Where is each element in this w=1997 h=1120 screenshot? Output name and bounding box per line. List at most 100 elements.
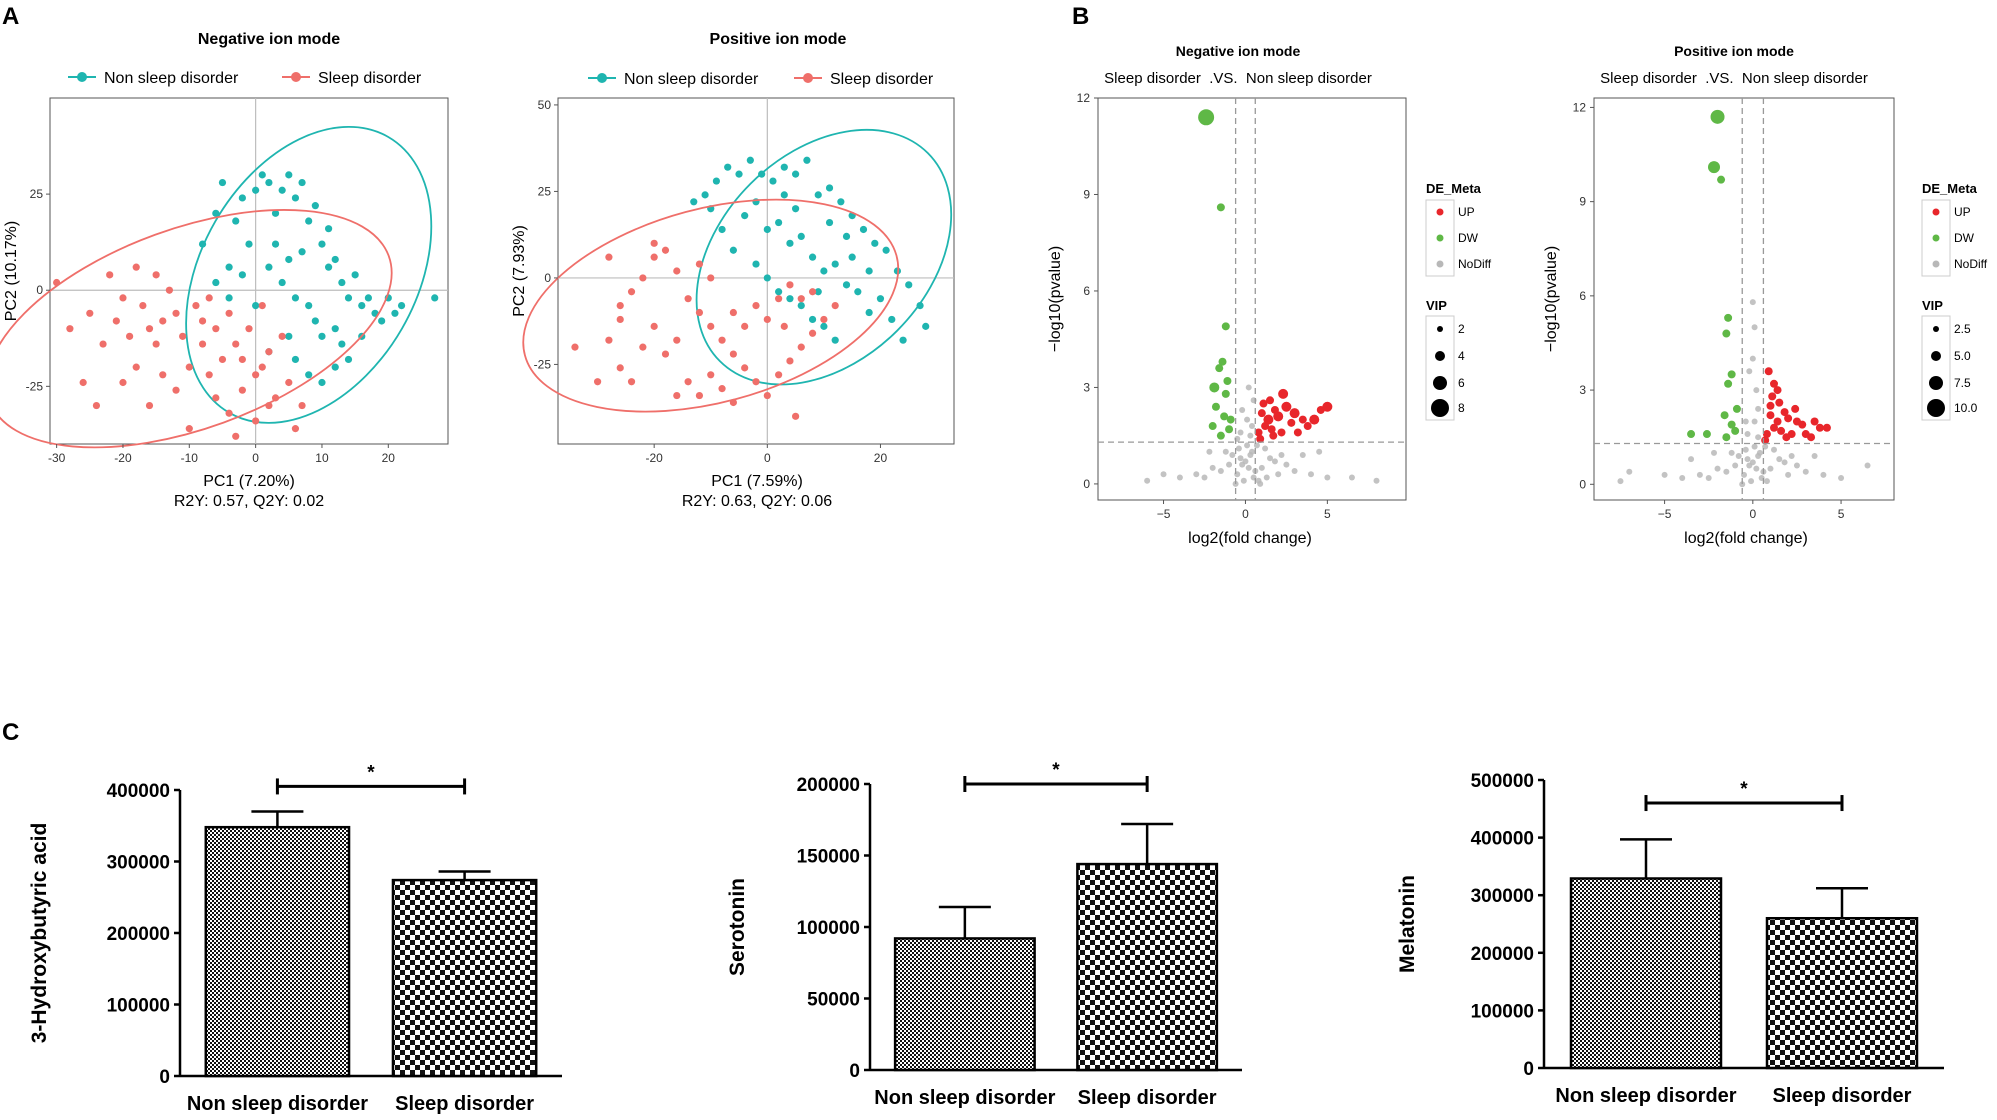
data-point-up bbox=[1777, 426, 1786, 435]
data-point-non-sleep bbox=[825, 184, 834, 192]
data-point-nodiff bbox=[1753, 387, 1760, 394]
data-point-sleep bbox=[639, 274, 647, 282]
data-point-sleep bbox=[232, 340, 240, 348]
data-point-non-sleep bbox=[808, 315, 817, 324]
data-point-sleep bbox=[252, 371, 260, 379]
data-point-sleep bbox=[271, 394, 280, 402]
data-point-non-sleep bbox=[212, 278, 220, 287]
data-point-non-sleep bbox=[252, 186, 260, 194]
data-point-dw bbox=[1220, 412, 1229, 421]
data-point-sleep bbox=[145, 401, 154, 410]
bar-non-sleep-disorder bbox=[204, 825, 351, 1078]
data-point-dw bbox=[1687, 430, 1696, 439]
y-tick-label: 300000 bbox=[107, 853, 170, 874]
data-point-nodiff bbox=[1160, 471, 1167, 478]
data-point-up bbox=[1770, 379, 1778, 388]
data-point-nodiff bbox=[1249, 423, 1255, 430]
data-point-nodiff bbox=[1751, 418, 1758, 425]
data-point-up bbox=[1298, 415, 1307, 424]
data-point-sleep bbox=[650, 253, 658, 261]
data-point-sleep bbox=[786, 357, 794, 365]
data-point-non-sleep bbox=[305, 371, 313, 379]
data-point-dw bbox=[1221, 322, 1230, 331]
significance-label: * bbox=[367, 762, 375, 783]
data-point-sleep bbox=[616, 364, 624, 372]
confidence-ellipse-sleep bbox=[0, 209, 393, 449]
volcano-negative-subtitle: Sleep disorder .VS. Non sleep disorder bbox=[1104, 70, 1372, 87]
pca-negative-ylabel: PC2 (10.17%) bbox=[3, 221, 20, 322]
data-point-up bbox=[1266, 396, 1275, 405]
data-point-non-sleep bbox=[291, 355, 300, 364]
data-point-non-sleep bbox=[701, 191, 709, 199]
pca-positive-plot-frame bbox=[557, 97, 955, 445]
bar-chart-hydroxybutyric: 0 100000 200000 300000 400000 Non sleep disor… bbox=[28, 762, 562, 1115]
y-tick-label: 200000 bbox=[1471, 944, 1534, 965]
data-point-nodiff bbox=[1751, 443, 1758, 450]
data-point-nodiff bbox=[1278, 451, 1285, 458]
vip-label-1: 2 bbox=[1458, 322, 1465, 336]
data-point-sleep bbox=[159, 317, 167, 325]
data-point-nodiff bbox=[1776, 456, 1783, 463]
y-tick-label: 25 bbox=[30, 187, 44, 201]
legend-label-dw: DW bbox=[1954, 231, 1975, 245]
volcano-positive-plot-frame bbox=[1593, 97, 1895, 501]
vip-dot-3 bbox=[1929, 376, 1943, 390]
vip-dot-4 bbox=[1431, 399, 1449, 417]
data-point-non-sleep bbox=[786, 239, 794, 247]
data-point-sleep bbox=[673, 391, 681, 400]
bar-non-sleep-disorder bbox=[893, 937, 1036, 1072]
data-point-non-sleep bbox=[825, 218, 834, 227]
data-point-sleep bbox=[185, 363, 193, 371]
y-tick-label: 50 bbox=[538, 98, 552, 112]
data-point-up bbox=[1277, 428, 1286, 437]
data-point-non-sleep bbox=[718, 225, 726, 234]
data-point-up bbox=[1289, 408, 1300, 419]
data-point-non-sleep bbox=[245, 240, 253, 248]
data-point-nodiff bbox=[1239, 406, 1246, 413]
data-point-sleep bbox=[126, 332, 134, 340]
data-point-non-sleep bbox=[905, 281, 913, 289]
data-point-non-sleep bbox=[278, 186, 286, 194]
pca-positive-ylabel: PC2 (7.93%) bbox=[511, 225, 528, 317]
significance-label: * bbox=[1740, 779, 1748, 800]
x-tick-label: 5 bbox=[1838, 507, 1845, 521]
data-point-non-sleep bbox=[325, 225, 333, 233]
data-point-non-sleep bbox=[318, 240, 326, 248]
data-point-nodiff bbox=[1275, 471, 1282, 478]
vip-label-2: 4 bbox=[1458, 349, 1465, 363]
data-point-non-sleep bbox=[741, 212, 749, 220]
vip-dot-2 bbox=[1435, 351, 1445, 361]
data-point-dw bbox=[1722, 433, 1731, 442]
data-point-nodiff bbox=[1838, 475, 1845, 482]
y-axis-label: Serotonin bbox=[726, 878, 749, 976]
data-point-non-sleep bbox=[258, 171, 266, 179]
data-point-sleep bbox=[232, 432, 240, 440]
data-point-non-sleep bbox=[198, 240, 207, 248]
data-point-non-sleep bbox=[865, 267, 873, 275]
data-point-up bbox=[1287, 418, 1296, 427]
volcano-positive-panel: Positive ion mode Sleep disorder .VS. No… bbox=[1543, 43, 1988, 547]
data-point-nodiff bbox=[1229, 451, 1236, 458]
data-point-sleep bbox=[278, 332, 286, 340]
data-point-sleep bbox=[92, 401, 101, 410]
data-point-non-sleep bbox=[331, 325, 339, 333]
vip-dot-2 bbox=[1931, 351, 1941, 361]
data-point-sleep bbox=[639, 343, 647, 351]
y-axis-label: Melatonin bbox=[1396, 875, 1419, 973]
y-tick-label: 6 bbox=[1083, 284, 1090, 298]
legend-label-nodiff: NoDiff bbox=[1954, 257, 1988, 271]
data-point-nodiff bbox=[1244, 416, 1251, 423]
y-tick-label: 0 bbox=[1579, 477, 1586, 491]
data-point-sleep bbox=[605, 253, 613, 261]
data-point-non-sleep bbox=[225, 294, 233, 302]
data-point-sleep bbox=[808, 329, 817, 337]
data-point-sleep bbox=[285, 378, 293, 387]
data-point-up bbox=[1309, 414, 1320, 425]
data-point-nodiff bbox=[1226, 461, 1233, 468]
data-point-non-sleep bbox=[916, 302, 924, 310]
data-point-dw bbox=[1215, 364, 1224, 373]
data-point-dw bbox=[1727, 420, 1736, 429]
data-point-sleep bbox=[695, 260, 704, 268]
data-point-nodiff bbox=[1661, 471, 1668, 478]
data-point-nodiff bbox=[1240, 477, 1247, 484]
